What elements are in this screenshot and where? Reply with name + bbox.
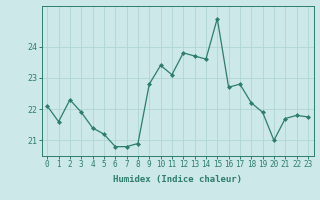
X-axis label: Humidex (Indice chaleur): Humidex (Indice chaleur) <box>113 175 242 184</box>
